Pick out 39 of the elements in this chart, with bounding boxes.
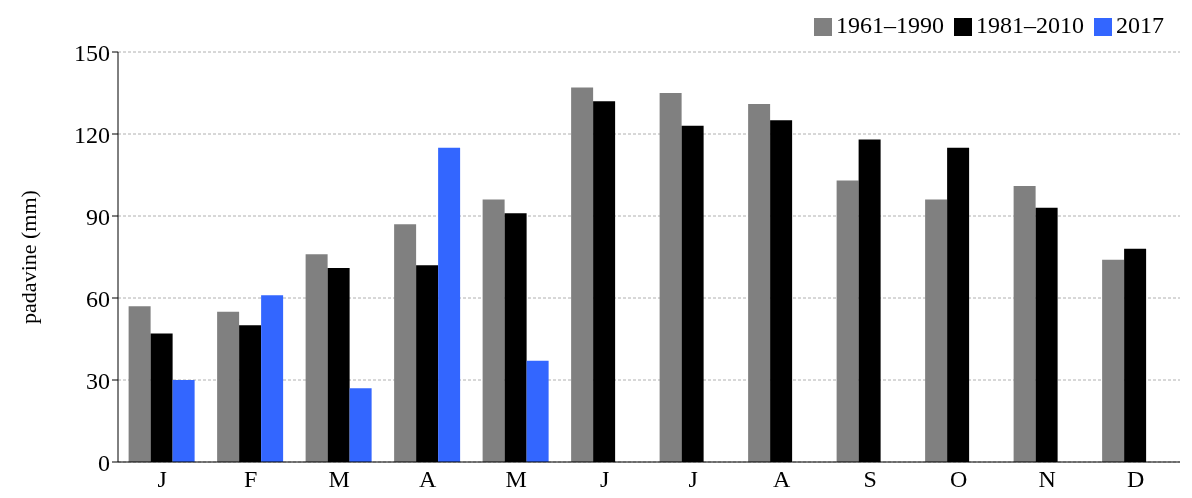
x-tick-label: A	[419, 466, 438, 493]
x-tick-label: F	[244, 466, 258, 493]
bar	[659, 93, 682, 462]
legend-label: 1981–2010	[976, 12, 1084, 38]
legend-label: 1961–1990	[836, 12, 944, 38]
y-tick-label: 120	[74, 121, 110, 148]
x-tick-label: N	[1038, 466, 1056, 493]
bar	[925, 199, 948, 462]
x-tick-label: J	[157, 466, 167, 493]
bar	[349, 388, 372, 462]
bar	[526, 360, 549, 462]
bar	[438, 147, 461, 462]
x-tick-label: J	[688, 466, 698, 493]
x-tick-label: O	[950, 466, 968, 493]
bar	[836, 180, 859, 462]
bar	[571, 87, 594, 462]
y-axis-title: padavine (mm)	[15, 190, 41, 324]
bar	[172, 380, 195, 462]
bar	[748, 103, 771, 462]
bar	[305, 254, 328, 462]
bar	[482, 199, 505, 462]
x-tick-label: M	[505, 466, 527, 493]
bar	[1102, 259, 1125, 462]
x-tick-label: D	[1127, 466, 1145, 493]
bar	[394, 224, 417, 462]
y-tick-label: 0	[98, 449, 110, 476]
bar	[128, 306, 151, 462]
legend-label: 2017	[1116, 12, 1164, 38]
y-tick-label: 60	[86, 285, 110, 312]
y-tick-label: 90	[86, 203, 110, 230]
y-tick-label: 30	[86, 367, 110, 394]
bar	[1013, 185, 1036, 462]
x-tick-label: S	[863, 466, 877, 493]
x-tick-label: M	[328, 466, 350, 493]
bar	[261, 295, 284, 462]
y-tick-label: 150	[74, 39, 110, 66]
x-tick-label: A	[773, 466, 792, 493]
bar	[217, 311, 240, 462]
x-tick-label: J	[600, 466, 610, 493]
